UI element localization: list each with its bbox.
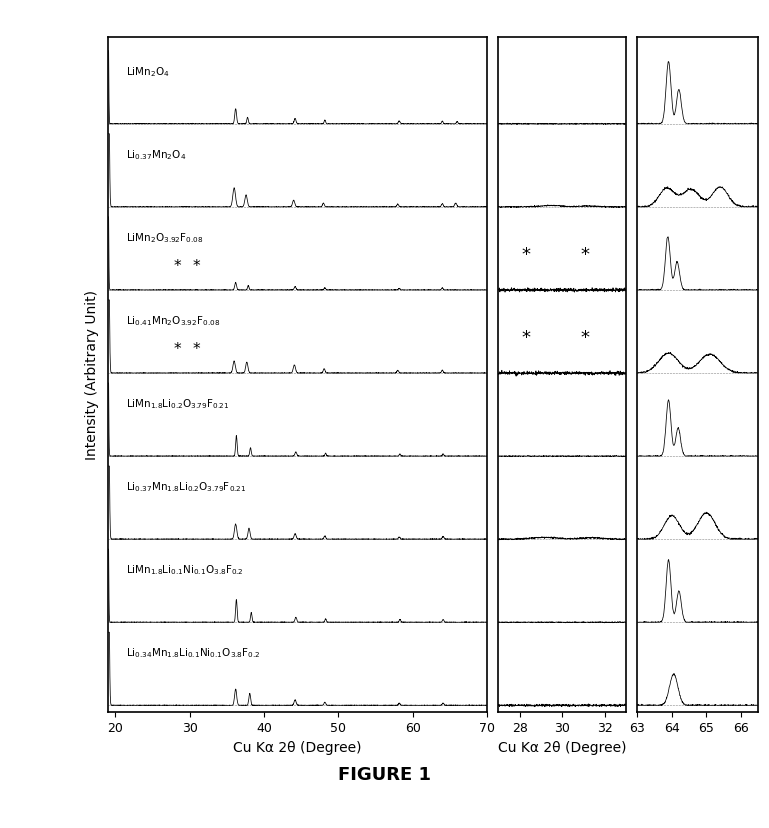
Text: LiMn$_{1.8}$Li$_{0.1}$Ni$_{0.1}$O$_{3.8}$F$_{0.2}$: LiMn$_{1.8}$Li$_{0.1}$Ni$_{0.1}$O$_{3.8}… bbox=[126, 563, 244, 577]
Text: LiMn$_2$O$_{3.92}$F$_{0.08}$: LiMn$_2$O$_{3.92}$F$_{0.08}$ bbox=[126, 231, 204, 245]
Text: Li$_{0.37}$Mn$_2$O$_4$: Li$_{0.37}$Mn$_2$O$_4$ bbox=[126, 148, 186, 161]
Text: $*$: $*$ bbox=[521, 326, 531, 344]
Text: Li$_{0.37}$Mn$_{1.8}$Li$_{0.2}$O$_{3.79}$F$_{0.21}$: Li$_{0.37}$Mn$_{1.8}$Li$_{0.2}$O$_{3.79}… bbox=[126, 480, 246, 493]
Text: $*$: $*$ bbox=[580, 243, 591, 262]
Text: LiMn$_{1.8}$Li$_{0.2}$O$_{3.79}$F$_{0.21}$: LiMn$_{1.8}$Li$_{0.2}$O$_{3.79}$F$_{0.21… bbox=[126, 397, 230, 411]
Text: $*$: $*$ bbox=[191, 258, 201, 272]
Text: $*$: $*$ bbox=[580, 326, 591, 344]
Y-axis label: Intensity (Arbitrary Unit): Intensity (Arbitrary Unit) bbox=[85, 290, 99, 460]
X-axis label: Cu Kα 2θ (Degree): Cu Kα 2θ (Degree) bbox=[498, 740, 626, 754]
Text: $*$: $*$ bbox=[173, 340, 182, 355]
Text: $*$: $*$ bbox=[191, 340, 201, 355]
Text: $*$: $*$ bbox=[521, 243, 531, 262]
Text: Li$_{0.41}$Mn$_2$O$_{3.92}$F$_{0.08}$: Li$_{0.41}$Mn$_2$O$_{3.92}$F$_{0.08}$ bbox=[126, 314, 221, 328]
Text: $*$: $*$ bbox=[173, 258, 182, 272]
Text: LiMn$_2$O$_4$: LiMn$_2$O$_4$ bbox=[126, 65, 170, 79]
X-axis label: Cu Kα 2θ (Degree): Cu Kα 2θ (Degree) bbox=[233, 740, 361, 754]
Text: FIGURE 1: FIGURE 1 bbox=[338, 765, 431, 783]
Text: Li$_{0.34}$Mn$_{1.8}$Li$_{0.1}$Ni$_{0.1}$O$_{3.8}$F$_{0.2}$: Li$_{0.34}$Mn$_{1.8}$Li$_{0.1}$Ni$_{0.1}… bbox=[126, 646, 260, 660]
